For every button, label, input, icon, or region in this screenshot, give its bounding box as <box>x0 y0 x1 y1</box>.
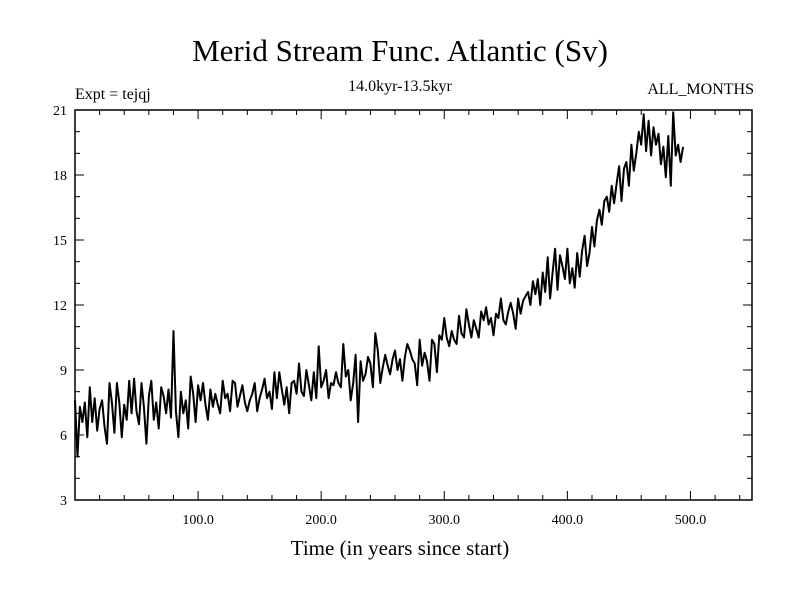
x-tick-label: 400.0 <box>552 513 584 528</box>
chart-subtitle: 14.0kyr-13.5kyr <box>348 78 452 95</box>
y-tick-label: 15 <box>53 234 67 249</box>
series-line-tejqj <box>74 111 685 458</box>
x-tick-label: 300.0 <box>429 513 461 528</box>
y-tick-label: 12 <box>53 299 67 314</box>
chart-title: Merid Stream Func. Atlantic (Sv) <box>192 33 608 68</box>
y-tick-label: 9 <box>60 364 67 379</box>
plot-frame <box>74 109 753 501</box>
axis-ticks <box>75 110 752 500</box>
axis-tick-labels: 100.0 200.0 300.0 400.0 500.0 3 6 9 12 15 18 21 <box>53 104 706 528</box>
y-tick-label: 6 <box>60 429 67 444</box>
x-tick-label: 200.0 <box>305 513 337 528</box>
experiment-label: Expt = tejqj <box>75 86 151 103</box>
y-tick-label: 21 <box>53 104 67 119</box>
y-tick-label: 3 <box>60 494 67 509</box>
x-tick-label: 100.0 <box>182 513 214 528</box>
y-tick-label: 18 <box>53 169 67 184</box>
x-tick-label: 500.0 <box>675 513 707 528</box>
x-axis-label: Time (in years since start) <box>290 536 510 560</box>
months-label: ALL_MONTHS <box>647 81 754 98</box>
